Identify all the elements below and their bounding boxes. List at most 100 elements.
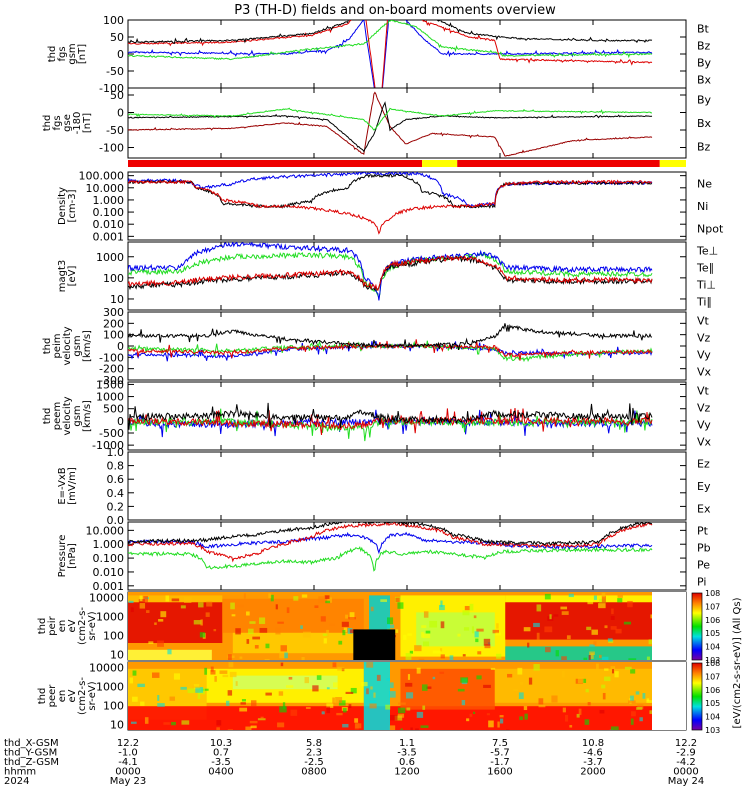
chart-title: P3 (TH-D) fields and on-board moments ov… xyxy=(234,3,556,18)
y-label-line: gsm xyxy=(72,335,83,356)
y-label-line: [nT] xyxy=(77,44,88,64)
mode-bar-segment xyxy=(659,160,686,167)
spectrogram-image xyxy=(128,662,686,730)
legend-fgs_gsm-0: Bt xyxy=(697,23,710,36)
series-line-temp-Ti∥ xyxy=(128,251,653,300)
mode-bar-segment xyxy=(128,160,423,167)
y-tick-label: -100 xyxy=(99,351,124,364)
axis-row-value: 0.7 xyxy=(213,748,229,759)
y-label-line: velocity xyxy=(62,396,73,435)
colorbar-tick: 107 xyxy=(705,672,720,681)
series-line-density-Ne xyxy=(128,179,653,235)
y-label-line: peim xyxy=(52,333,63,358)
axis-row-value: -2.5 xyxy=(304,757,324,768)
y-tick-label: 0.001 xyxy=(93,580,125,593)
series-line-fgs_gsm-By xyxy=(128,20,653,61)
y-label-line: [mV/m] xyxy=(67,467,78,505)
axis-row-value: 1600 xyxy=(487,767,512,778)
legend-ve-3: Vx xyxy=(697,436,712,449)
y-label-line: peir xyxy=(47,615,58,635)
y-axis-label: thd peer en eV (cm2-s-sr-eV) xyxy=(37,677,98,715)
y-tick-label: 10 xyxy=(110,718,124,731)
colorbar-label: [eV/(cm2-s-sr-eV)] (All Qs) xyxy=(732,597,743,728)
y-tick-label: 0.100 xyxy=(93,552,125,565)
legend-efield-2: Ex xyxy=(697,503,711,516)
series-line-density-Ni xyxy=(128,173,653,209)
axis-row-value: 0800 xyxy=(301,767,326,778)
legend-efield-0: Ez xyxy=(697,457,710,470)
series-line-temp-Ti⊥ xyxy=(128,242,653,301)
y-tick-label: 0 xyxy=(117,48,124,61)
panel-frame xyxy=(127,241,687,311)
y-tick-label: 100 xyxy=(103,629,124,642)
y-tick-label: 0.0 xyxy=(107,514,125,527)
panel-ion_spec: 10000 1000 100 10 thd peir en eV (cm2-s-sr-eV) xyxy=(37,591,687,661)
panel-fgs_gsm: 100 50 0 -50 -100 thd fgs gsm [nT] Bt Bz By Bx xyxy=(47,14,712,95)
colorbar-tick: 108 xyxy=(705,589,720,598)
series-line-fgs_gse-Bz xyxy=(128,91,653,157)
colorbar-tick: 104 xyxy=(705,713,720,722)
date-end-label: May 24 xyxy=(668,776,705,787)
y-label-line: sr-eV) xyxy=(87,611,98,640)
y-label-line: (cm2-s- xyxy=(77,607,88,645)
y-tick-label: 300 xyxy=(103,306,124,319)
legend-density-1: Ni xyxy=(697,200,708,213)
legend-fgs_gsm-2: By xyxy=(697,57,712,70)
series-group xyxy=(128,91,653,157)
spectrogram-image xyxy=(128,592,686,660)
legend-temp-1: Te∥ xyxy=(696,262,714,275)
legend-ve-2: Vy xyxy=(697,419,711,432)
y-label-line: [nT] xyxy=(82,113,93,133)
y-tick-label: 0.6 xyxy=(107,473,125,486)
y-tick-label: 0.2 xyxy=(107,500,125,513)
colorbar xyxy=(691,662,703,731)
legend-pressure-1: Pb xyxy=(697,542,711,555)
y-tick-label: 1.0 xyxy=(107,446,125,459)
legend-pressure-0: Pt xyxy=(697,525,709,538)
y-tick-label: 10.000 xyxy=(86,182,125,195)
y-label-line: [cm-3] xyxy=(67,189,78,222)
y-label-line: en xyxy=(57,690,68,703)
axis-row-value: -1.0 xyxy=(118,748,138,759)
panel-fgs_gse: 50 0 -50 -100 thd fgs gse -180 [nT] By Bx Bz xyxy=(42,87,712,159)
y-label-line: fgs xyxy=(57,46,68,61)
legend-vi-3: Vx xyxy=(697,366,712,379)
series-line-temp-Te⊥ xyxy=(128,254,653,291)
y-label-line: gse xyxy=(62,114,73,132)
panel-frame xyxy=(127,521,687,591)
colorbar-tick: 106 xyxy=(705,616,720,625)
axis-row-value: -4.2 xyxy=(676,757,696,768)
y-tick-label: -500 xyxy=(99,427,124,440)
legend-vi-0: Vt xyxy=(697,315,710,328)
series-line-fgs_gsm-Bz xyxy=(128,20,653,88)
axis-row-value: -1.7 xyxy=(490,757,510,768)
y-label-line: thd xyxy=(42,408,53,425)
y-label-line: sr-eV) xyxy=(87,681,98,710)
y-tick-label: -100 xyxy=(99,142,124,155)
y-tick-label: 1000 xyxy=(96,681,124,694)
axis-row-value: 0400 xyxy=(208,767,233,778)
axis-row-value: -4.1 xyxy=(118,757,138,768)
series-line-pressure-Pe xyxy=(128,546,653,572)
series-line-vi-Vz xyxy=(128,339,653,361)
y-label-line: fgs xyxy=(52,115,63,130)
panel-efield: 1.00.80.60.40.20.0 E=-VxB [mV/m] Ez Ey Ex xyxy=(57,446,711,527)
y-tick-label: 1000 xyxy=(96,251,124,264)
y-tick-label: 10.000 xyxy=(86,524,125,537)
y-tick-label: 100.000 xyxy=(79,170,125,183)
axis-row-value: 2.3 xyxy=(306,748,322,759)
y-label-line: [nPa] xyxy=(67,543,78,569)
axis-row-value: 1200 xyxy=(394,767,419,778)
y-tick-label: 1500 xyxy=(96,378,124,391)
series-line-fgs_gse-By xyxy=(128,107,652,131)
y-label-line: eV xyxy=(67,689,78,702)
y-label-line: magt3 xyxy=(57,260,68,293)
y-axis-label: magt3 [eV] xyxy=(57,260,78,293)
y-label-line: Pressure xyxy=(57,535,68,578)
y-label-line: peer xyxy=(47,684,58,708)
axis-row-value: -4.6 xyxy=(583,748,603,759)
axis-row-value: 5.8 xyxy=(306,738,322,749)
legend-fgs_gse-0: By xyxy=(697,94,712,107)
